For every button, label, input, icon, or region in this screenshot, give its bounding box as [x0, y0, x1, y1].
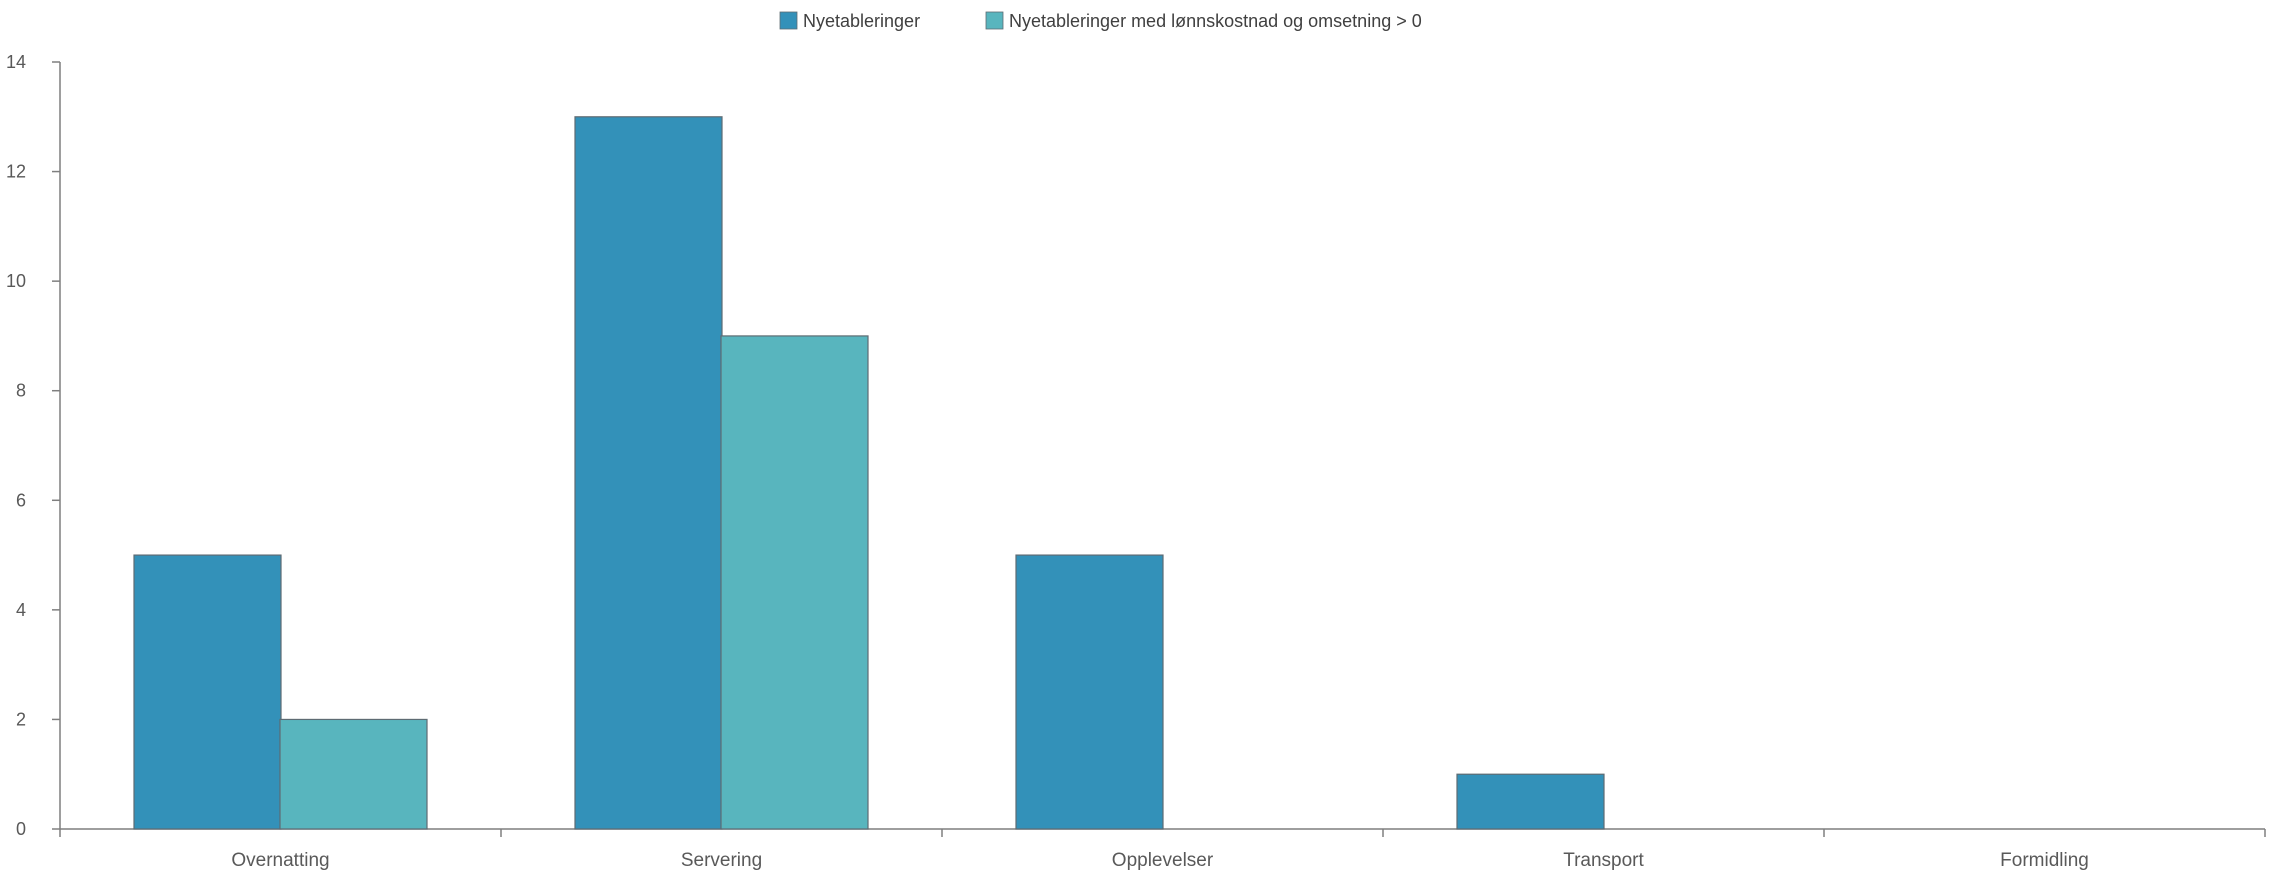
y-tick-label: 8: [16, 381, 26, 401]
legend-swatch: [779, 11, 798, 30]
legend: Nyetableringer Nyetableringer med lønnsko…: [779, 11, 1422, 31]
x-category-label: Servering: [681, 850, 762, 871]
bar-overnatting-series-1: [133, 554, 282, 830]
bars: [133, 116, 1605, 830]
x-axis: Overnatting Servering Opplevelser Transport…: [59, 828, 2266, 871]
bar-overnatting-series-2: [279, 718, 428, 830]
y-tick-label: 10: [6, 271, 26, 291]
y-tick-label: 0: [16, 819, 26, 839]
x-category-label: Overnatting: [231, 850, 329, 871]
legend-item-2: Nyetableringer med lønnskostnad og omset…: [985, 11, 1422, 31]
y-tick-label: 6: [16, 490, 26, 510]
x-category-label: Transport: [1563, 850, 1644, 871]
bar-servering-series-1: [574, 116, 723, 830]
y-tick-label: 2: [16, 709, 26, 729]
bar-servering-series-2: [720, 335, 869, 830]
legend-item-1: Nyetableringer: [779, 11, 920, 31]
legend-swatch: [985, 11, 1004, 30]
y-tick-label: 14: [6, 52, 26, 72]
x-category-label: Formidling: [2000, 850, 2089, 871]
bar-transport-series-1: [1456, 773, 1605, 830]
x-category-label: Opplevelser: [1112, 850, 1214, 871]
legend-label: Nyetableringer: [803, 11, 920, 31]
legend-label: Nyetableringer med lønnskostnad og omset…: [1009, 11, 1422, 31]
y-axis: 0 2 4 6 8 10 12 14: [6, 52, 61, 839]
y-tick-label: 4: [16, 600, 26, 620]
bar-opplevelser-series-1: [1015, 554, 1164, 830]
y-tick-label: 12: [6, 162, 26, 182]
